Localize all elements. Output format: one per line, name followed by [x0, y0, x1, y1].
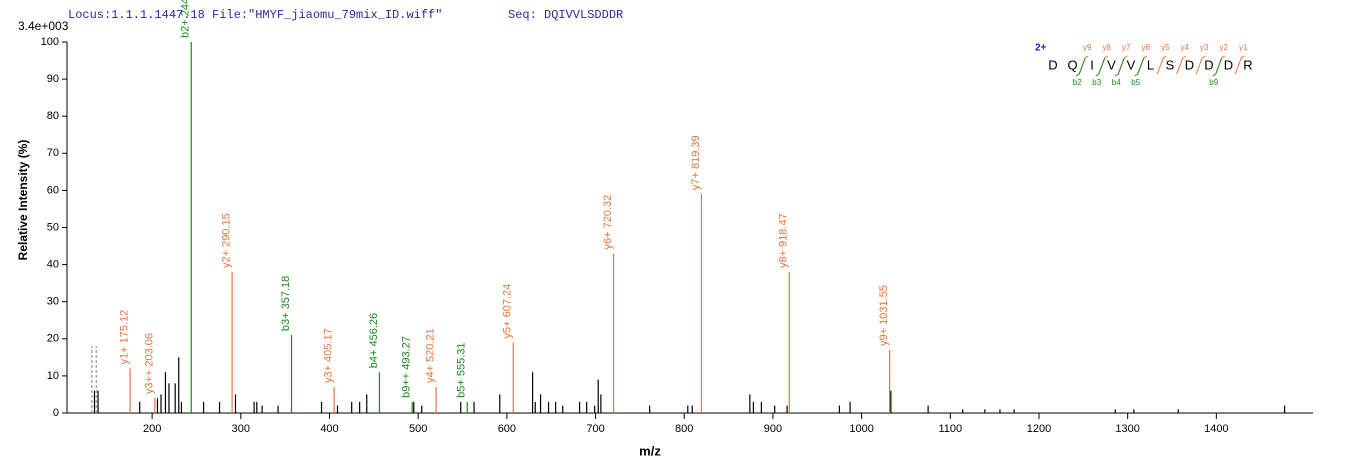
x-tick-label: 200: [143, 423, 161, 435]
y-fragment-label: y4: [1181, 43, 1190, 52]
peak-label: y4+ 520.21: [425, 328, 437, 383]
y-tick-label: 70: [47, 147, 59, 159]
residue: V: [1107, 57, 1116, 72]
x-tick-label: 1300: [1115, 423, 1139, 435]
peak-label: y6+ 720.32: [602, 195, 614, 250]
x-tick-label: 1000: [849, 423, 873, 435]
residue: L: [1147, 57, 1154, 72]
y-fragment-label: y5: [1161, 43, 1170, 52]
b-fragment-label: b5: [1131, 78, 1140, 87]
peak-label: y7+ 819.39: [690, 135, 702, 190]
y-fragment-mark: [1156, 55, 1167, 75]
x-tick-label: 300: [232, 423, 250, 435]
y-tick-label: 90: [47, 73, 59, 85]
residue: S: [1166, 57, 1175, 72]
peak-label: y3+ 405.17: [322, 328, 334, 383]
y-axis-label: Relative Intensity (%): [16, 140, 30, 261]
b-fragment-label: b3: [1092, 78, 1101, 87]
residue: D: [1048, 57, 1057, 72]
y-fragment-label: y3: [1200, 43, 1209, 52]
y-tick-label: 80: [47, 110, 59, 122]
y-fragment-label: y9: [1083, 43, 1092, 52]
peak-label: b4+ 456.26: [368, 313, 380, 368]
x-tick-label: 1400: [1204, 423, 1228, 435]
residue: Q: [1067, 57, 1077, 72]
b-fragment-mark: [1212, 57, 1223, 77]
peak-label: b9++ 493.27: [401, 336, 413, 398]
y-tick-label: 20: [47, 333, 59, 345]
charge-state: 2+: [1035, 43, 1047, 54]
residue: D: [1204, 57, 1213, 72]
residue: D: [1224, 57, 1233, 72]
residue: I: [1090, 57, 1094, 72]
b-fragment-mark: [1134, 57, 1145, 77]
b-fragment-label: b9: [1209, 78, 1218, 87]
y-fragment-label: y8: [1103, 43, 1112, 52]
x-tick-label: 400: [320, 423, 338, 435]
x-tick-label: 1100: [938, 423, 962, 435]
y-fragment-label: y2: [1220, 43, 1229, 52]
peak-label: y1+ 175.12: [118, 310, 130, 365]
b-fragment-mark: [1095, 57, 1106, 77]
y-fragment-label: y6: [1142, 43, 1151, 52]
residue: R: [1243, 57, 1252, 72]
x-tick-label: 700: [586, 423, 604, 435]
residue: D: [1185, 57, 1194, 72]
chart-subtitle: Seq: DQIVVLSDDDR: [508, 8, 623, 22]
peak-label: y3++ 203.06: [143, 333, 155, 394]
b-fragment-label: b4: [1112, 78, 1121, 87]
b-fragment-mark: [1114, 57, 1125, 77]
x-tick-label: 800: [675, 423, 693, 435]
peak-label: y5+ 607.24: [502, 284, 514, 339]
y-tick-label: 0: [53, 407, 59, 419]
peak-label: y2+ 290.15: [220, 213, 232, 268]
y-tick-label: 40: [47, 259, 59, 271]
peak-label: y9+ 1031.55: [878, 285, 890, 346]
peak-label: b5+ 555.31: [456, 342, 468, 397]
x-axis-label: m/z: [639, 443, 661, 458]
y-tick-label: 100: [41, 36, 59, 48]
peak-label: y8+ 918.47: [778, 213, 790, 268]
x-tick-label: 600: [498, 423, 516, 435]
y-fragment-mark: [1234, 55, 1245, 75]
y-fragment-mark: [1195, 55, 1206, 75]
y-fragment-mark: [1176, 55, 1187, 75]
chart-title: Locus:1.1.1.1447.18 File:"HMYF_jiaomu_79…: [68, 8, 442, 22]
y-tick-label: 30: [47, 296, 59, 308]
b-fragment-mark: [1075, 57, 1086, 77]
b-fragment-label: b2: [1073, 78, 1082, 87]
residue: V: [1127, 57, 1136, 72]
y-tick-label: 10: [47, 370, 59, 382]
x-tick-label: 1200: [1027, 423, 1051, 435]
x-tick-label: 900: [764, 423, 782, 435]
peak-label: b3+ 357.18: [280, 276, 292, 331]
scale-label: 3.4e+003: [18, 19, 69, 33]
y-tick-label: 50: [47, 221, 59, 233]
y-tick-label: 60: [47, 184, 59, 196]
y-fragment-label: y7: [1122, 43, 1131, 52]
y-fragment-label: y1: [1239, 43, 1248, 52]
peak-label: b2+ 244.0: [180, 0, 192, 38]
x-tick-label: 500: [409, 423, 427, 435]
